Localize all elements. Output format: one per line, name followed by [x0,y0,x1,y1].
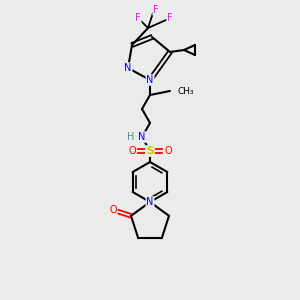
Text: N: N [146,75,154,85]
Text: F: F [167,13,173,23]
Text: S: S [146,146,154,156]
Text: N: N [138,132,146,142]
Text: N: N [124,63,132,73]
Text: O: O [109,205,117,215]
Text: O: O [164,146,172,156]
Text: N: N [146,197,154,207]
Text: F: F [153,5,159,15]
Text: F: F [135,13,141,23]
Text: H: H [127,132,134,142]
Text: O: O [128,146,136,156]
Text: CH₃: CH₃ [178,86,195,95]
